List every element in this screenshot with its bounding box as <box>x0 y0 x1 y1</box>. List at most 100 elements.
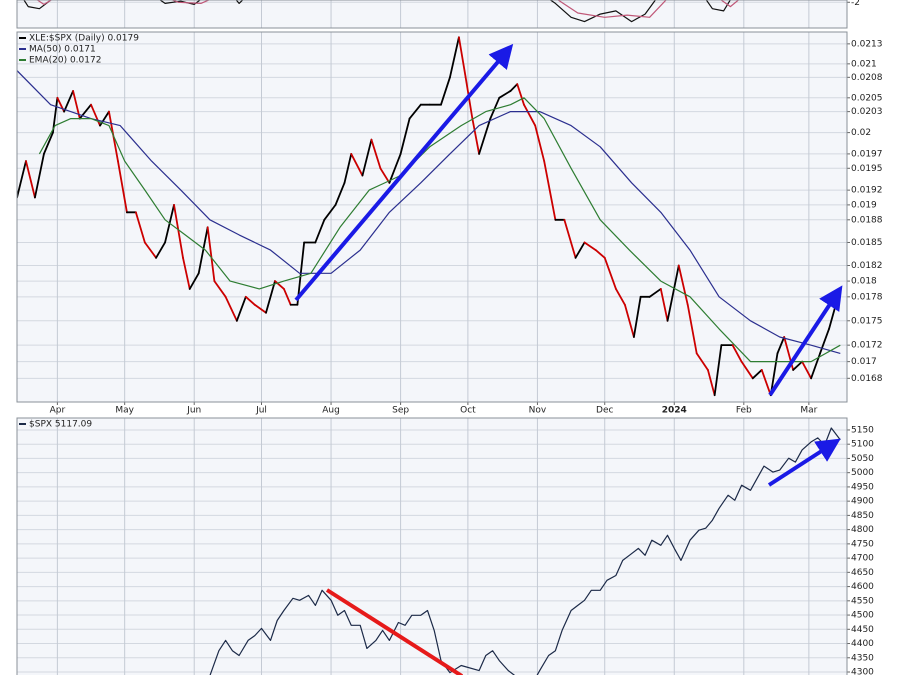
trend-line <box>325 588 464 675</box>
y-tick-label: 5150 <box>851 425 874 435</box>
price-segment <box>265 280 276 314</box>
x-tick-label: Jun <box>186 406 201 416</box>
price-segment <box>235 295 247 322</box>
price-segment <box>516 83 525 106</box>
y-tick-label: 0.0205 <box>851 93 883 103</box>
price-segment <box>792 360 804 371</box>
y-tick-label: 0.0197 <box>851 149 883 159</box>
y-tick-label: 4750 <box>851 539 874 549</box>
y-tick-label: 4600 <box>851 582 874 592</box>
plot-area <box>17 36 842 397</box>
price-segment <box>543 160 557 221</box>
price-segment <box>769 352 779 397</box>
series-line <box>209 427 841 675</box>
price-segment <box>489 96 501 120</box>
price-segment <box>197 226 209 275</box>
price-segment <box>34 153 45 199</box>
y-tick-label: 0.0185 <box>851 238 883 248</box>
price-segment <box>615 288 626 306</box>
price-segment <box>244 295 256 306</box>
annotations <box>294 43 843 675</box>
price-segment <box>274 280 285 290</box>
x-tick-label: Apr <box>50 406 66 416</box>
series-line <box>17 70 841 354</box>
price-segment <box>323 203 337 221</box>
price-segment <box>713 344 723 397</box>
price-segment <box>686 303 698 355</box>
price-segment <box>583 241 597 252</box>
price-segment <box>213 280 227 298</box>
price-segment <box>134 211 146 244</box>
y-tick-label: 0.0195 <box>851 164 883 174</box>
y-tick-label: 4850 <box>851 511 874 521</box>
y-tick-label: 4650 <box>851 568 874 578</box>
price-segment <box>334 181 346 206</box>
price-segment <box>188 272 200 290</box>
price-segment <box>143 241 157 259</box>
price-segment <box>603 256 617 290</box>
price-segment <box>224 295 238 322</box>
y-tick-label: 4700 <box>851 554 874 564</box>
y-tick-label: 0.0213 <box>851 39 883 49</box>
y-tick-label: 0.0208 <box>851 73 883 83</box>
price-segment <box>648 288 662 298</box>
price-segment <box>751 369 763 380</box>
panels: -2 0.0213 0.021 0.0208 0.0205 0.0203 0.02 0.019… <box>16 0 883 675</box>
price-segment <box>563 218 577 259</box>
legend-label: MA(50) 0.0171 <box>29 45 96 55</box>
price-segment <box>440 76 451 106</box>
y-tick-label: 0.0188 <box>851 215 883 225</box>
price-segment <box>471 117 481 155</box>
price-segment <box>117 160 128 214</box>
price-segment <box>343 153 353 184</box>
price-segment <box>523 103 537 127</box>
price-segment <box>25 160 36 199</box>
price-segment <box>458 36 467 79</box>
price-segment <box>819 327 830 355</box>
y-tick-label: 0.0203 <box>851 107 883 117</box>
y-tick-label: 5050 <box>851 454 874 464</box>
price-segment <box>399 117 411 155</box>
y-tick-label: 4450 <box>851 625 874 635</box>
price-segment <box>206 226 216 282</box>
panel-frame <box>16 31 848 403</box>
price-segment <box>677 264 689 306</box>
price-segment <box>449 36 460 79</box>
x-tick-label: Nov <box>529 406 547 416</box>
y-tick-label: 4400 <box>851 639 874 649</box>
series-line <box>36 0 740 18</box>
x-tick-label: Aug <box>322 406 340 416</box>
x-tick-label: Feb <box>736 406 752 416</box>
y-tick-label: 5100 <box>851 440 874 450</box>
y-tick-label: -2 <box>851 0 860 8</box>
y-tick-label: 0.0178 <box>851 292 883 302</box>
x-tick-label: Jul <box>255 406 267 416</box>
price-segment <box>182 256 191 290</box>
price-segment <box>78 103 92 120</box>
price-segment <box>361 138 373 177</box>
price-segment <box>408 103 422 120</box>
y-tick-label: 4350 <box>851 653 874 663</box>
price-segment <box>370 138 382 170</box>
price-segment <box>534 124 546 162</box>
price-segment <box>509 83 519 92</box>
x-tick-label: Mar <box>800 406 817 416</box>
price-segment <box>740 360 754 380</box>
price-segment <box>731 344 743 363</box>
plot-area <box>209 427 841 675</box>
y-tick-label: 4900 <box>851 497 874 507</box>
panel-background <box>16 417 848 675</box>
price-segment <box>379 167 391 184</box>
y-tick-label: 0.019 <box>851 200 877 210</box>
price-segment <box>594 249 606 259</box>
price-segment <box>173 203 184 259</box>
trend-arrow <box>767 438 841 487</box>
panel-background <box>16 0 848 29</box>
y-tick-label: 4500 <box>851 611 874 621</box>
x-tick-label: May <box>115 406 134 416</box>
trend-arrow <box>294 43 514 302</box>
panel: 5150 5100 5050 5000 4950 4900 4850 4800 4750 4700… <box>16 417 874 675</box>
y-tick-label: 0.0192 <box>851 186 883 196</box>
y-tick-label: 0.0168 <box>851 374 883 384</box>
